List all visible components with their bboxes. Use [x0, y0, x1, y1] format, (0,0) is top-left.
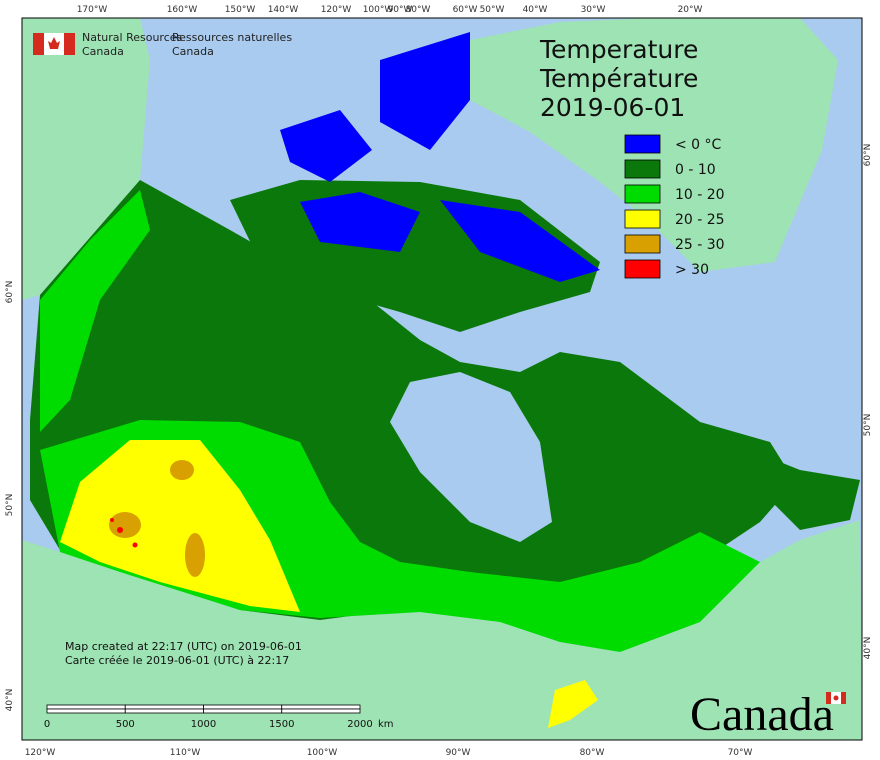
graticule-label: 160°W [167, 5, 198, 15]
graticule-label: 20°W [678, 5, 703, 15]
scale-segment [203, 704, 283, 710]
department-en: Natural Resources [82, 31, 183, 44]
graticule-label: 60°W [453, 5, 478, 15]
graticule-label: 80°W [580, 748, 605, 758]
scale-segment [124, 708, 204, 714]
department-fr: Ressources naturelles [172, 31, 292, 44]
title: Temperature [539, 35, 698, 64]
zone-below-0 [440, 200, 600, 282]
graticule-label: 30°W [581, 5, 606, 15]
graticule-label: 120°W [321, 5, 352, 15]
legend-swatch [624, 209, 661, 229]
graticule-label: 40°N [863, 637, 873, 660]
newfoundland [750, 450, 860, 530]
scale-segment [46, 704, 126, 710]
scale-unit: km [378, 719, 394, 730]
zone-20-25 [60, 440, 300, 612]
scale-label: 1000 [191, 719, 216, 730]
scale-segment [281, 708, 361, 714]
legend-swatch [624, 159, 661, 179]
title: 2019-06-01 [540, 93, 685, 122]
title: Température [539, 64, 698, 93]
graticule-label: 50°N [863, 414, 873, 437]
legend-label: > 30 [675, 262, 709, 278]
zone-below-0 [300, 192, 420, 252]
scale-segment [281, 704, 361, 710]
graticule-label: 60°N [863, 144, 873, 167]
legend-label: 20 - 25 [675, 212, 725, 228]
map-note: Carte créée le 2019-06-01 (UTC) à 22:17 [65, 654, 289, 667]
zone-10-20-west [40, 190, 150, 432]
frame-border [21, 17, 863, 741]
graticule-label: 50°N [5, 494, 15, 517]
maple-leaf [833, 695, 839, 701]
zone-above-30 [117, 527, 123, 533]
graticule-label: 110°W [170, 748, 201, 758]
legend-swatch [624, 134, 661, 154]
department-en: Canada [82, 45, 124, 58]
scale-label: 500 [116, 719, 135, 730]
wordmark: Canada [690, 688, 834, 741]
map-note: Map created at 22:17 (UTC) on 2019-06-01 [65, 640, 302, 653]
department-fr: Canada [172, 45, 214, 58]
scale-segment [124, 704, 204, 710]
graticule-label: 70°W [728, 748, 753, 758]
legend-swatch [624, 234, 661, 254]
graticule-label: 50°W [480, 5, 505, 15]
graticule-label: 100°W [307, 748, 338, 758]
scale-label: 0 [44, 719, 50, 730]
wordmark-flag [826, 692, 846, 704]
zone-20-25-ontario [548, 680, 598, 728]
scale-label: 1500 [269, 719, 294, 730]
zone-below-0 [380, 32, 470, 150]
graticule-label: 40°W [523, 5, 548, 15]
graticule-label: 100°W [363, 5, 394, 15]
scale-label: 2000 [347, 719, 372, 730]
map-frame [21, 17, 863, 741]
legend-label: 10 - 20 [675, 187, 725, 203]
alaska [22, 18, 150, 300]
zone-above-30 [110, 518, 114, 522]
graticule-label: 140°W [268, 5, 299, 15]
graticule-label: 120°W [25, 748, 56, 758]
graticule-label: 80°W [406, 5, 431, 15]
graticule-label: 90°W [446, 748, 471, 758]
hudson-bay [390, 372, 552, 542]
zone-below-0 [280, 110, 372, 182]
zone-above-30 [132, 542, 138, 548]
graticule-label: 90°W [388, 5, 413, 15]
zone-25-30 [109, 512, 141, 538]
legend-swatch [624, 184, 661, 204]
legend-label: 25 - 30 [675, 237, 725, 253]
graticule-label: 150°W [225, 5, 256, 15]
graticule-label: 60°N [5, 281, 15, 304]
legend-label: 0 - 10 [675, 162, 716, 178]
legend-swatch [624, 259, 661, 279]
graticule-label: 40°N [5, 689, 15, 712]
scale-segment [46, 708, 126, 714]
graticule-label: 170°W [77, 5, 108, 15]
nrcan-flag [33, 33, 75, 55]
scale-segment [203, 708, 283, 714]
united-states [22, 520, 862, 740]
zone-25-30 [185, 533, 205, 577]
zone-25-30 [170, 460, 194, 480]
maple-leaf [48, 37, 60, 49]
legend-label: < 0 °C [675, 137, 722, 153]
